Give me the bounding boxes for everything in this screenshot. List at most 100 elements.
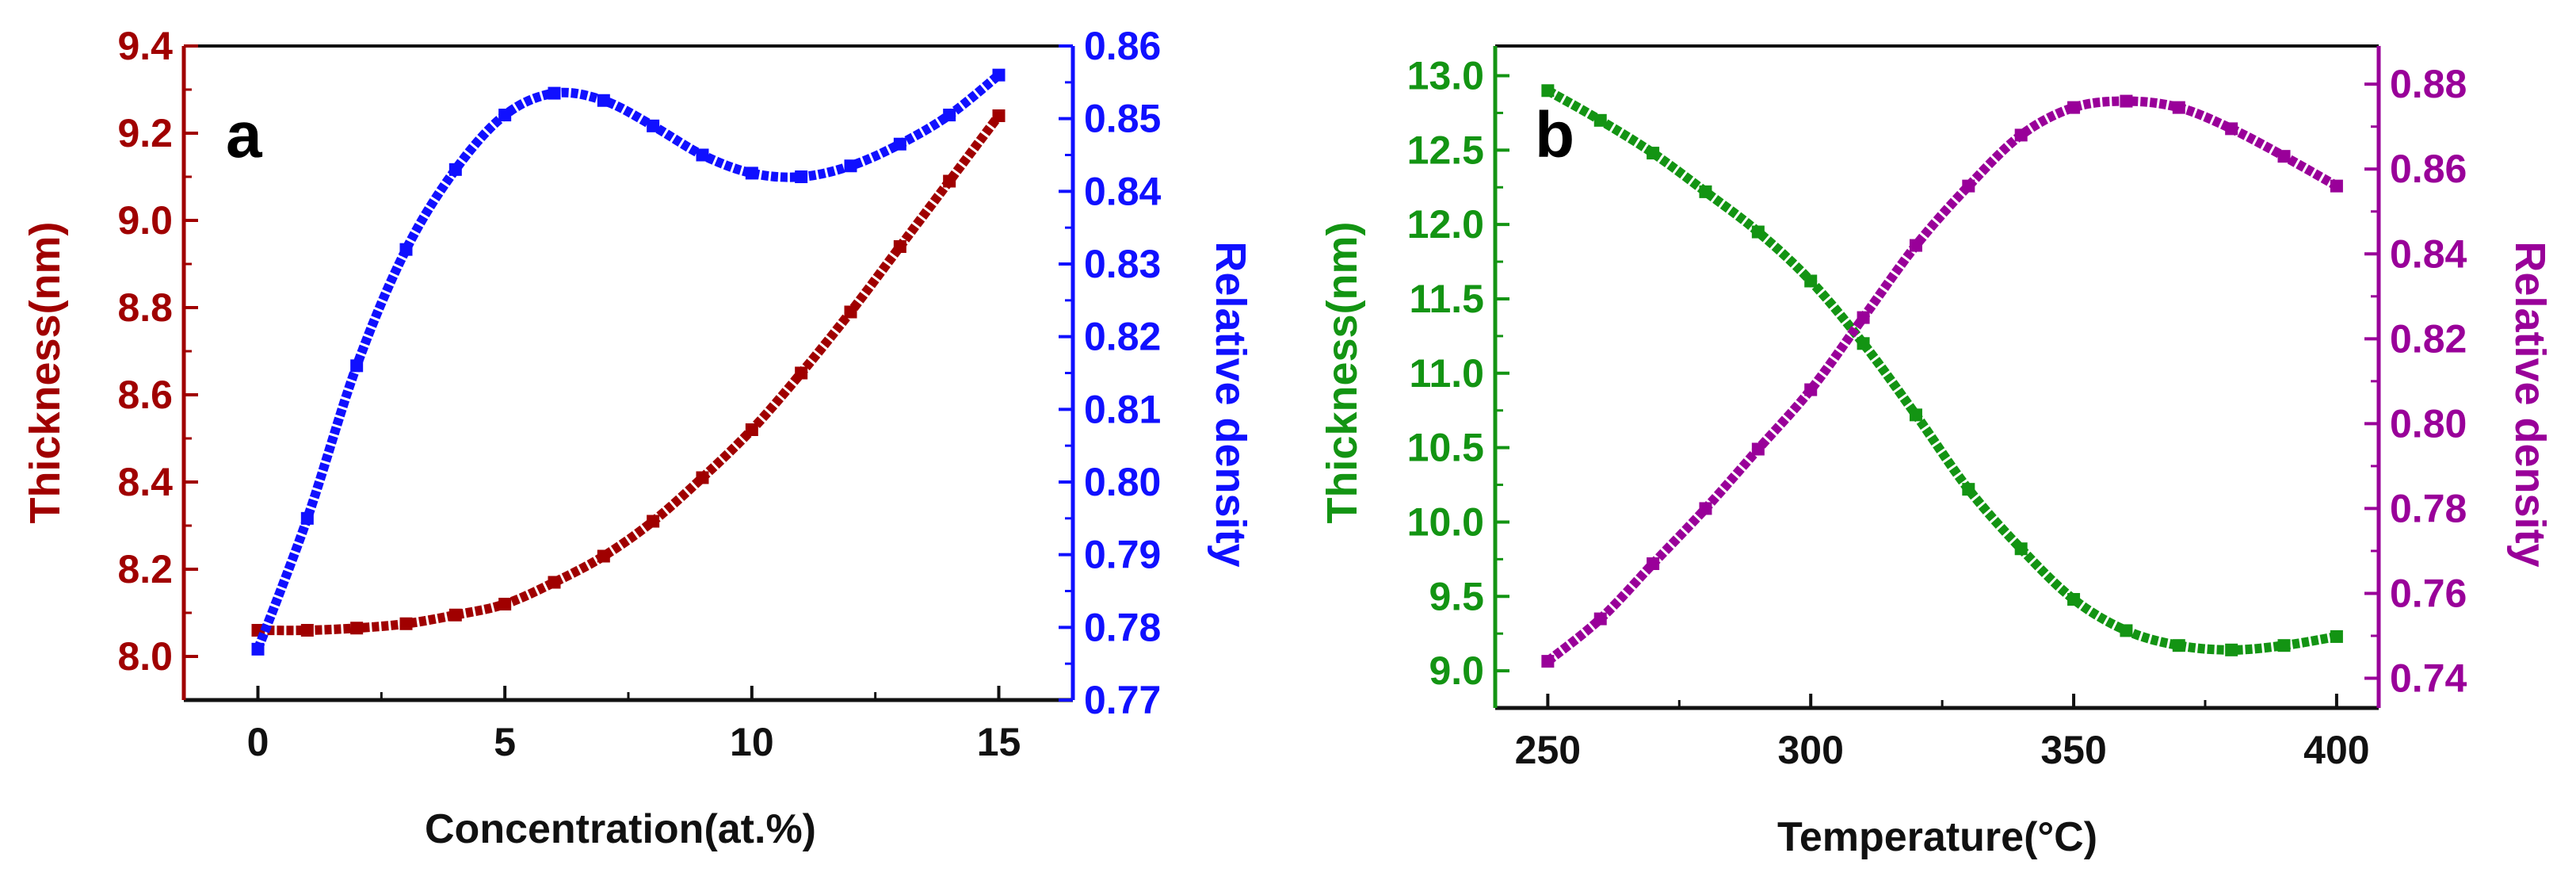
left-y-tick-label: 13.0 xyxy=(1407,54,1484,98)
a-series-line-right xyxy=(253,71,1002,651)
x-tick-label: 300 xyxy=(1777,728,1843,772)
panel-b-frame xyxy=(1493,44,2381,710)
x-tick-label: 0 xyxy=(247,720,269,764)
b-data-point-left xyxy=(1909,408,1922,422)
a-data-point-left xyxy=(548,576,561,589)
b-data-point-right xyxy=(1751,442,1765,456)
b-data-point-right xyxy=(2120,94,2133,108)
x-tick-label: 10 xyxy=(730,720,774,764)
panel-a-x-axis-label: Concentration(at.%) xyxy=(425,806,816,852)
b-data-point-right xyxy=(2067,101,2081,114)
left-y-tick-label: 9.0 xyxy=(117,198,173,243)
b-data-point-right xyxy=(2225,122,2238,136)
a-data-point-left xyxy=(350,622,364,635)
left-y-tick-label: 8.4 xyxy=(117,460,173,504)
panel-a-left-axis-label: Thickness(nm) xyxy=(21,221,69,523)
panel-b-right-axis-label: Relative density xyxy=(2506,241,2554,567)
right-y-tick-label: 0.85 xyxy=(1084,97,1161,141)
a-data-point-right xyxy=(251,642,265,656)
right-y-tick-label: 0.80 xyxy=(2390,401,2467,446)
right-y-tick-label: 0.82 xyxy=(1084,315,1161,359)
b-data-point-left xyxy=(2067,593,2081,606)
left-y-tick-label: 10.0 xyxy=(1407,499,1484,544)
left-y-tick-label: 9.4 xyxy=(117,24,173,68)
right-y-tick-label: 0.86 xyxy=(1084,24,1161,68)
a-data-point-right xyxy=(548,86,561,100)
a-data-point-right xyxy=(300,511,314,525)
b-data-point-left xyxy=(2120,624,2133,637)
b-data-point-left xyxy=(1647,147,1660,160)
b-data-point-right xyxy=(2330,179,2343,193)
left-y-tick-label: 10.5 xyxy=(1407,426,1484,470)
a-data-point-right xyxy=(647,119,660,132)
b-data-point-right xyxy=(2172,101,2185,114)
panel-a-right-axis-label: Relative density xyxy=(1207,241,1254,567)
right-y-tick-label: 0.83 xyxy=(1084,242,1161,286)
right-y-tick-label: 0.77 xyxy=(1084,678,1161,722)
a-series-line-left xyxy=(258,113,1003,636)
x-tick-label: 400 xyxy=(2303,728,2369,772)
a-data-point-left xyxy=(300,624,314,637)
a-data-point-right xyxy=(448,163,462,176)
b-data-point-left xyxy=(2014,542,2028,556)
right-y-tick-label: 0.86 xyxy=(2390,147,2467,191)
panel-a-ticks: 0 5 10 15 8.0 8.2 8.4 8.6 8.8 9.0 9.2 9.4 0.77 0.78 0.… xyxy=(117,24,1161,764)
a-data-point-left xyxy=(448,608,462,622)
a-data-point-left xyxy=(745,423,758,436)
b-data-point-left xyxy=(1751,225,1765,239)
panel-a-label: a xyxy=(226,99,263,171)
a-data-point-left xyxy=(696,471,709,484)
panel-b-ticks: 250 300 350 400 9.0 9.5 10.0 10.5 11.0 11.5 12.0 12… xyxy=(1407,54,2467,772)
a-data-point-left xyxy=(795,366,808,380)
b-data-point-left xyxy=(1699,185,1712,198)
a-data-point-left xyxy=(399,617,413,630)
left-y-tick-label: 8.8 xyxy=(117,285,173,330)
panel-a-frame xyxy=(181,44,1075,702)
a-data-point-left xyxy=(893,240,906,253)
panel-a-series xyxy=(251,68,1006,656)
left-y-tick-label: 9.2 xyxy=(117,111,173,155)
a-data-point-right xyxy=(350,359,364,373)
b-series-line-left xyxy=(1545,86,2337,655)
a-data-point-right xyxy=(399,243,413,256)
a-data-point-left xyxy=(597,549,610,563)
left-y-tick-label: 8.6 xyxy=(117,373,173,417)
a-data-point-right xyxy=(943,109,956,122)
a-data-point-right xyxy=(696,148,709,162)
right-y-tick-label: 0.79 xyxy=(1084,533,1161,577)
right-y-tick-label: 0.76 xyxy=(2390,571,2467,615)
a-data-point-right xyxy=(795,170,808,183)
a-data-point-right xyxy=(992,68,1006,82)
a-data-point-right xyxy=(597,94,610,107)
b-data-point-right xyxy=(1593,612,1607,626)
panel-b-left-axis-label: Thickness(nm) xyxy=(1319,221,1366,523)
a-data-point-left xyxy=(844,305,857,319)
x-tick-label: 350 xyxy=(2040,728,2106,772)
right-y-tick-label: 0.74 xyxy=(2390,656,2467,701)
left-y-tick-label: 11.5 xyxy=(1409,277,1484,321)
b-data-point-left xyxy=(1593,113,1607,127)
right-y-tick-label: 0.78 xyxy=(1084,605,1161,649)
b-data-point-right xyxy=(2277,150,2291,163)
a-data-point-right xyxy=(498,109,512,122)
b-data-point-left xyxy=(2277,639,2291,652)
b-data-point-left xyxy=(2330,629,2343,643)
a-data-point-right xyxy=(745,166,758,180)
a-data-point-left xyxy=(647,515,660,528)
a-data-point-left xyxy=(992,109,1006,122)
b-data-point-right xyxy=(1962,179,1975,193)
panel-b: 250 300 350 400 9.0 9.5 10.0 10.5 11.0 11.5 12.0 12… xyxy=(1319,44,2554,860)
left-y-tick-label: 11.0 xyxy=(1409,351,1484,396)
panel-b-label: b xyxy=(1535,99,1574,171)
b-data-point-right xyxy=(1804,383,1818,396)
b-data-point-left xyxy=(1962,483,1975,496)
left-y-tick-label: 12.5 xyxy=(1407,128,1484,172)
x-tick-label: 15 xyxy=(977,720,1021,764)
b-data-point-right xyxy=(1647,557,1660,571)
left-y-tick-label: 9.5 xyxy=(1429,574,1484,618)
left-y-tick-label: 9.0 xyxy=(1429,649,1484,693)
right-y-tick-label: 0.84 xyxy=(2390,231,2467,276)
a-data-point-left xyxy=(943,174,956,188)
right-y-tick-label: 0.80 xyxy=(1084,460,1161,504)
